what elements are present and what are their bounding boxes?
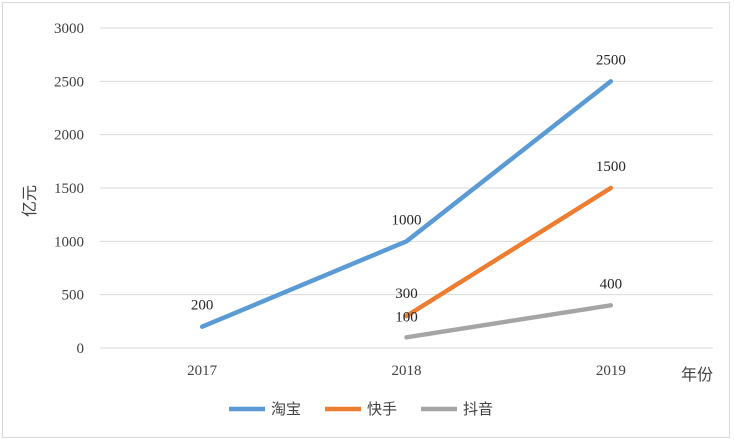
x-axis-title: 年份 — [681, 365, 713, 384]
x-tick-label: 2017 — [187, 363, 218, 379]
chart-frame: 0 500 1000 1500 2000 2500 3000 2017 2018 2019 20… — [2, 2, 730, 438]
data-label: 100 — [395, 309, 418, 325]
data-labels: 200 1000 2500 300 1500 100 400 — [191, 52, 626, 325]
legend: 淘宝 快手 抖音 — [229, 400, 493, 418]
series-line-2 — [407, 188, 611, 316]
x-axis-ticks: 2017 2018 2019 — [187, 363, 626, 379]
data-label: 400 — [600, 276, 623, 292]
y-tick-label: 2500 — [54, 74, 84, 90]
data-label: 300 — [395, 286, 418, 302]
y-tick-label: 1000 — [54, 234, 84, 250]
data-label: 1000 — [392, 212, 422, 228]
data-label: 200 — [191, 298, 214, 314]
y-tick-label: 2000 — [54, 128, 84, 144]
y-axis-title: 亿元 — [20, 185, 39, 217]
data-label: 1500 — [596, 159, 626, 175]
series-line-3 — [407, 305, 611, 337]
legend-label: 快手 — [367, 400, 397, 418]
y-tick-label: 1500 — [54, 181, 84, 197]
y-axis-ticks: 0 500 1000 1500 2000 2500 3000 — [54, 21, 84, 357]
legend-label: 抖音 — [463, 400, 493, 418]
y-tick-label: 0 — [77, 341, 85, 357]
data-label: 2500 — [596, 52, 626, 68]
y-tick-label: 3000 — [54, 21, 84, 37]
legend-label: 淘宝 — [271, 400, 301, 418]
x-tick-label: 2019 — [596, 363, 626, 379]
line-chart: 0 500 1000 1500 2000 2500 3000 2017 2018 2019 20… — [3, 3, 731, 439]
x-tick-label: 2018 — [392, 363, 422, 379]
y-tick-label: 500 — [62, 288, 85, 304]
